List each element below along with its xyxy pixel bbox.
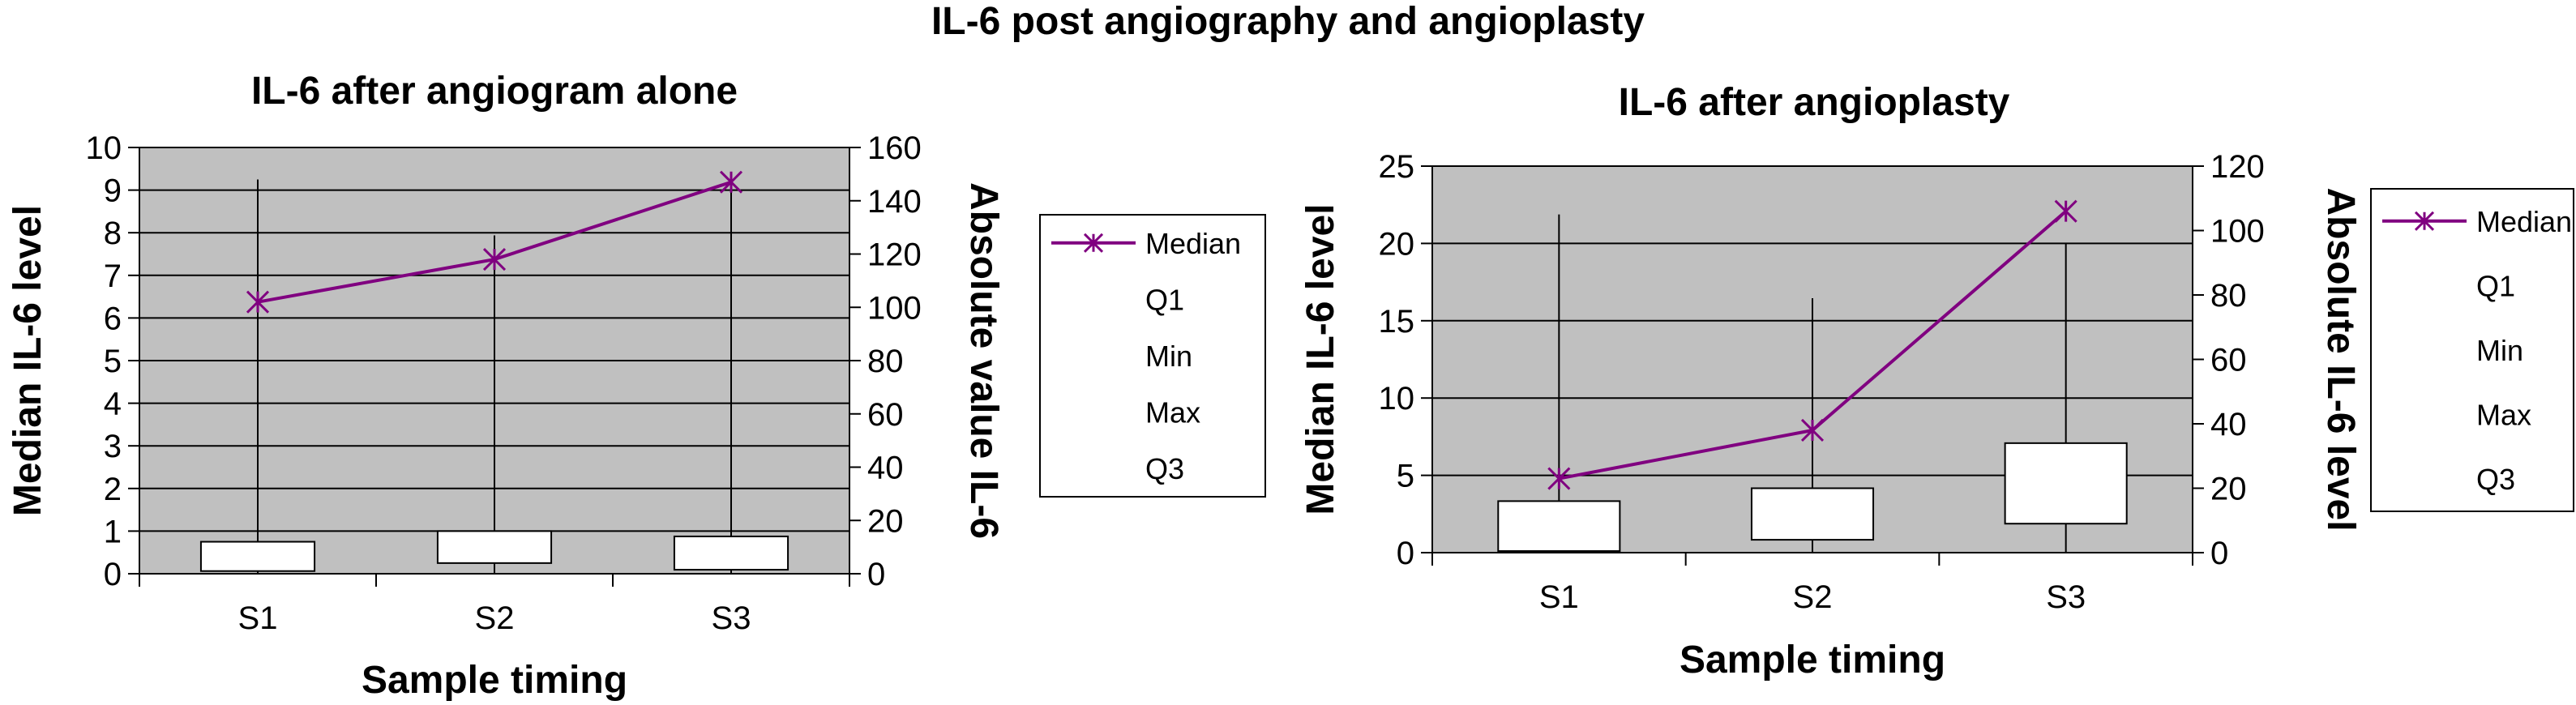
legend-box (1039, 214, 1266, 498)
legend: Median Q1 Min Max Q3 (2370, 188, 2574, 512)
y-tick-label: 10 (86, 130, 122, 166)
chart-title: IL-6 after angioplasty (1619, 81, 2010, 124)
y2-tick-label: 20 (2210, 472, 2247, 507)
y2-tick-label: 120 (867, 237, 922, 273)
y2-tick-label: 60 (867, 397, 904, 433)
y2-tick-label: 100 (867, 290, 922, 326)
y-tick-label: 5 (1397, 459, 1414, 494)
x-tick-label: S3 (712, 600, 751, 636)
y-tick-label: 4 (104, 387, 122, 422)
median-point (719, 170, 743, 194)
y2-tick-label: 0 (867, 557, 885, 592)
median-point (1547, 467, 1571, 490)
x-tick-label: S2 (1793, 579, 1833, 615)
legend: Median Q1 Min Max Q3 (1039, 214, 1266, 498)
x-tick-label: S2 (475, 600, 515, 636)
y-tick-label: 8 (104, 216, 122, 251)
iqr-box (199, 540, 316, 572)
y-tick-label: 20 (1379, 226, 1415, 262)
y2-tick-label: 100 (2210, 214, 2265, 250)
legend-item-label: Q3 (1145, 452, 1184, 485)
legend-median-marker (2414, 211, 2435, 231)
y-tick-label: 6 (104, 301, 122, 336)
legend-item-label: Max (2476, 399, 2531, 432)
y2-tick-label: 60 (2210, 343, 2247, 378)
x-axis-label: Sample timing (362, 659, 627, 702)
legend-item-label: Min (1145, 340, 1192, 373)
y2-tick-label: 0 (2210, 536, 2228, 571)
iqr-box (1750, 487, 1875, 541)
y2-tick-label: 120 (2210, 149, 2265, 185)
median-point (246, 290, 270, 314)
y-tick-label: 0 (1397, 536, 1414, 571)
median-point (2054, 199, 2077, 223)
median-point (1800, 418, 1825, 442)
y-tick-label: 10 (1379, 381, 1415, 417)
x-tick-label: S1 (1539, 579, 1579, 615)
chart-title: IL-6 after angiogram alone (251, 70, 738, 113)
legend-item-label: Min (2476, 334, 2523, 367)
y-tick-label: 1 (104, 514, 122, 549)
y-axis-label: Median IL-6 level (6, 205, 49, 516)
legend-item-label: Q3 (2476, 463, 2515, 496)
y2-tick-label: 40 (2210, 407, 2247, 442)
figure-title: IL-6 post angiography and angioplasty (931, 0, 1645, 43)
y2-tick-label: 20 (867, 503, 904, 539)
median-point (482, 248, 507, 271)
x-tick-label: S1 (238, 600, 278, 636)
y2-axis-label: Absolute IL-6 level (2319, 187, 2362, 531)
y-tick-label: 2 (104, 472, 122, 507)
legend-box (2370, 188, 2574, 512)
legend-item-label: Median (2476, 205, 2572, 238)
legend-median-marker (1083, 233, 1104, 253)
y-axis-label: Median IL-6 level (1299, 203, 1342, 515)
y2-axis-label: Absolute value IL-6 (962, 182, 1005, 539)
y-tick-label: 5 (104, 344, 122, 379)
legend-item-label: Q1 (2476, 269, 2515, 302)
chart-angioplasty: IL-6 after angioplasty 0 5 10 15 20 25 0 20 40 60 8… (1299, 81, 2574, 682)
y2-tick-label: 140 (867, 184, 922, 220)
legend-item-label: Q1 (1145, 283, 1184, 316)
y-tick-label: 15 (1379, 304, 1415, 340)
iqr-box (673, 535, 789, 571)
x-axis-label: Sample timing (1680, 639, 1945, 682)
y2-tick-label: 40 (867, 451, 904, 486)
x-tick-label: S3 (2046, 579, 2086, 615)
iqr-box (1497, 500, 1621, 553)
y-tick-label: 3 (104, 429, 122, 464)
y2-tick-label: 160 (867, 130, 922, 166)
legend-item-label: Median (1145, 227, 1241, 260)
y-tick-label: 7 (104, 258, 122, 294)
y2-tick-label: 80 (2210, 278, 2247, 314)
legend-item-label: Max (1145, 396, 1200, 429)
y-tick-label: 0 (104, 557, 122, 592)
iqr-box (2004, 442, 2128, 525)
iqr-box (436, 530, 553, 564)
y-tick-label: 9 (104, 173, 122, 209)
y-tick-label: 25 (1379, 149, 1415, 185)
y2-tick-label: 80 (867, 344, 904, 379)
chart-angiogram: IL-6 after angiogram alone01234567891002… (6, 70, 1266, 702)
